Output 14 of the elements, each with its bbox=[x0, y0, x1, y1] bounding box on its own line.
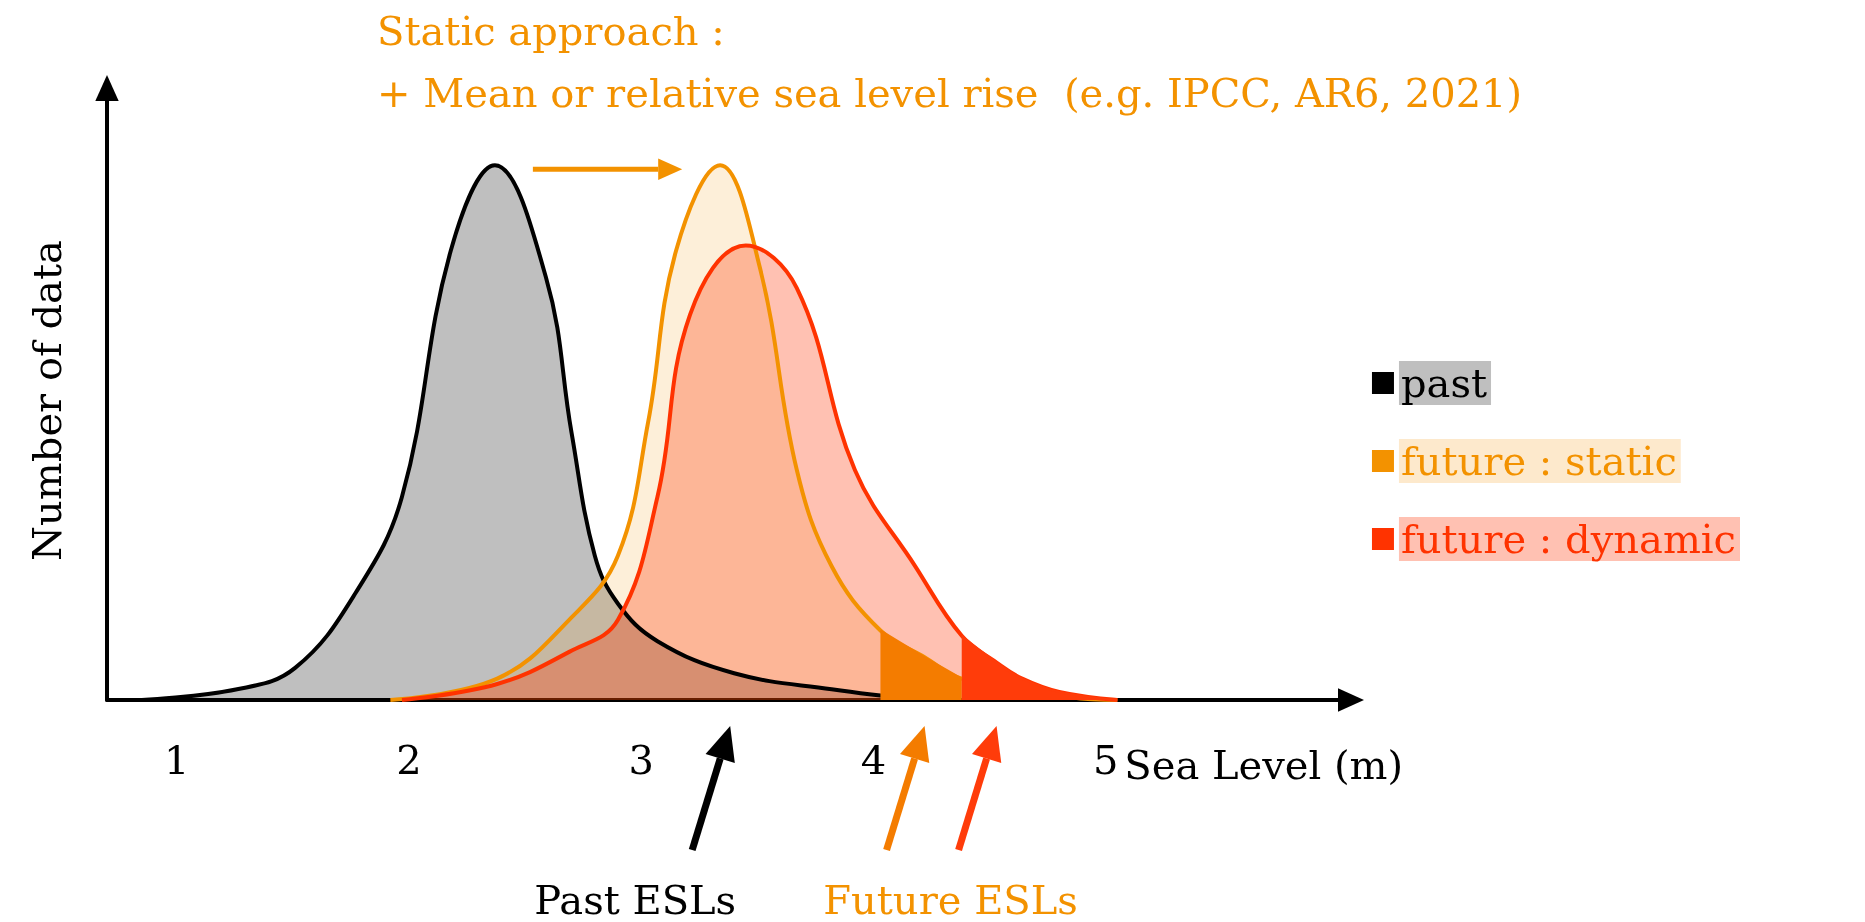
legend-label: past bbox=[1400, 360, 1488, 406]
x-tick-label: 5 bbox=[1093, 737, 1119, 783]
legend-label: future : static bbox=[1400, 438, 1677, 484]
chart-title: Static approach : bbox=[377, 8, 725, 54]
chart-subtitle: + Mean or relative sea level rise (e.g. IPCC, AR6, 2021) bbox=[377, 70, 1523, 116]
x-tick-label: 4 bbox=[860, 737, 887, 783]
x-axis-title: Sea Level (m) bbox=[1124, 742, 1404, 788]
text: Past ESLs bbox=[534, 877, 737, 922]
legend-label: future : dynamic bbox=[1400, 516, 1737, 562]
y-axis-title: Number of data bbox=[24, 240, 70, 561]
x-tick-label: 3 bbox=[628, 737, 654, 783]
text: Future ESLs bbox=[823, 877, 1078, 922]
x-tick-label: 1 bbox=[163, 737, 190, 783]
x-tick-label: 2 bbox=[396, 737, 422, 783]
